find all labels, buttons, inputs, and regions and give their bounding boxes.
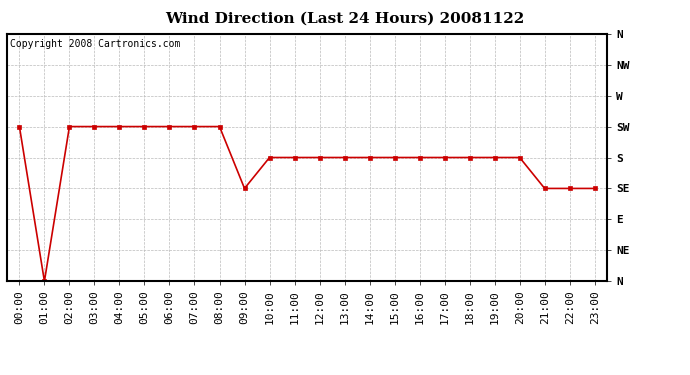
Text: Wind Direction (Last 24 Hours) 20081122: Wind Direction (Last 24 Hours) 20081122: [166, 11, 524, 25]
Text: Copyright 2008 Cartronics.com: Copyright 2008 Cartronics.com: [10, 39, 180, 49]
